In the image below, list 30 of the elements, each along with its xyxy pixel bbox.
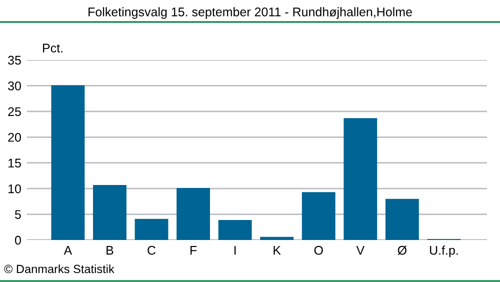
bar	[134, 218, 168, 240]
x-tick-label: V	[356, 246, 365, 255]
y-tick-label: 5	[14, 210, 21, 219]
bar	[302, 192, 336, 240]
chart-title: Folketingsvalg 15. september 2011 - Rundhøjhallen,Holme	[88, 7, 412, 19]
bar	[51, 85, 85, 240]
x-tick-label: O	[314, 246, 323, 255]
y-tick-label: 25	[8, 107, 21, 116]
y-tick-label: 15	[8, 158, 21, 168]
x-tick-label: I	[234, 246, 236, 255]
y-tick-label: 0	[14, 236, 21, 245]
x-tick-label: A	[64, 246, 72, 255]
bar	[344, 118, 378, 240]
x-tick-label: K	[274, 246, 281, 255]
bar	[93, 184, 126, 240]
text: © Danmarks Statistik	[4, 264, 114, 274]
y-tick-label: 20	[8, 132, 21, 142]
bar	[260, 236, 294, 240]
y-tick-label: 35	[8, 56, 21, 65]
x-tick-label: B	[106, 246, 114, 255]
x-tick-label: C	[148, 246, 156, 255]
x-tick-label: U.f.p.	[430, 246, 458, 258]
x-tick-label: F	[190, 246, 197, 255]
x-tick-label: Ø	[398, 246, 407, 255]
bar	[176, 188, 210, 240]
bar	[385, 198, 419, 240]
y-tick-label: 30	[8, 82, 21, 90]
y-tick-label: 10	[8, 184, 21, 194]
bar	[218, 220, 252, 240]
y-axis-title: Pct.	[43, 44, 62, 53]
